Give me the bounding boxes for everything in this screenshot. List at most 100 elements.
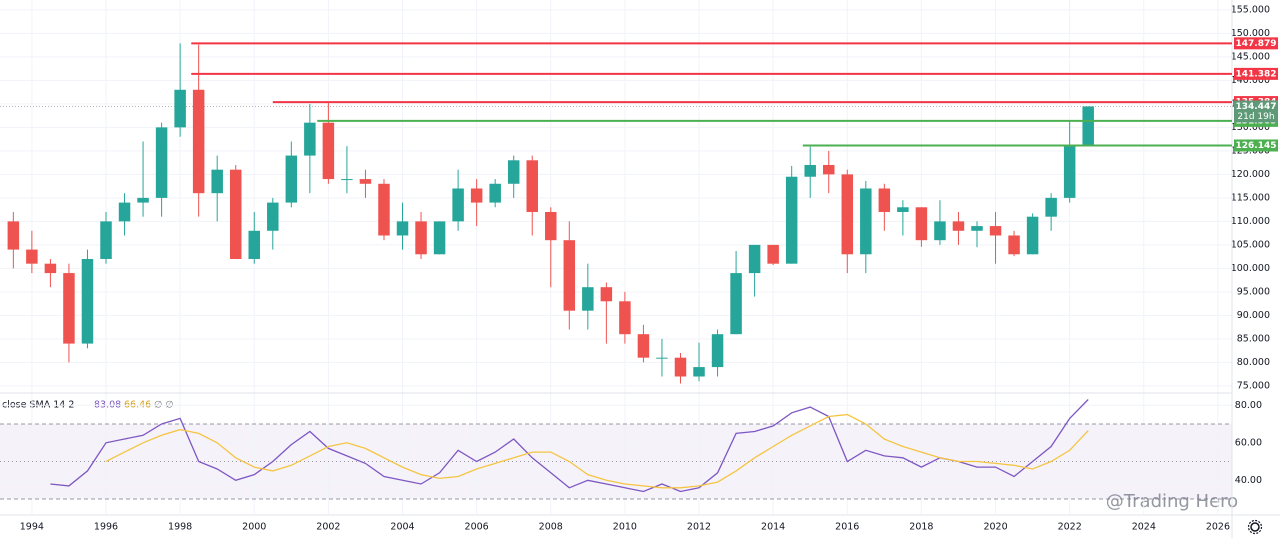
y-tick-label: 105.000 bbox=[1231, 239, 1270, 250]
candle-body bbox=[785, 176, 798, 264]
candle-body bbox=[915, 207, 928, 241]
candle-body bbox=[100, 221, 112, 259]
candle-body bbox=[730, 273, 742, 335]
candle-body bbox=[1045, 197, 1057, 217]
x-tick-label: 2018 bbox=[909, 522, 933, 533]
candle-body bbox=[44, 263, 57, 274]
candle-body bbox=[211, 169, 223, 194]
last-price-bg bbox=[1234, 100, 1278, 123]
y-tick-label: 80.00 bbox=[1235, 400, 1262, 411]
candle-body bbox=[823, 164, 835, 175]
level-label: 141.382 bbox=[1236, 69, 1277, 79]
x-tick-label: 2008 bbox=[539, 522, 563, 533]
y-tick-label: 140.000 bbox=[1231, 75, 1270, 86]
candle-body bbox=[63, 273, 75, 344]
x-tick-label: 2020 bbox=[983, 522, 1007, 533]
x-tick-label: 2014 bbox=[761, 522, 785, 533]
candle-body bbox=[489, 183, 501, 203]
level-label-bg bbox=[1234, 139, 1278, 152]
x-tick-label: 2016 bbox=[835, 522, 859, 533]
candle-body bbox=[229, 169, 242, 259]
candle-body bbox=[526, 160, 538, 212]
level-label-bg bbox=[1234, 67, 1278, 80]
x-tick-label: 2002 bbox=[316, 522, 340, 533]
y-tick-label: 85.000 bbox=[1237, 333, 1270, 344]
candle-body bbox=[934, 221, 946, 241]
y-tick-label: 110.000 bbox=[1231, 216, 1270, 227]
candle-body bbox=[804, 164, 816, 177]
candle-body bbox=[433, 221, 446, 255]
candle-body bbox=[452, 188, 464, 222]
candle-body bbox=[545, 211, 557, 241]
candle-body bbox=[415, 221, 427, 255]
candle-body bbox=[582, 287, 594, 311]
indicator-line bbox=[50, 399, 1089, 493]
candle-body bbox=[600, 287, 613, 302]
level-label: 147.879 bbox=[1236, 39, 1277, 49]
candle-body bbox=[748, 244, 761, 274]
candle-body bbox=[304, 122, 316, 156]
candle-body bbox=[118, 202, 131, 222]
x-tick-label: 1996 bbox=[94, 522, 118, 533]
y-tick-label: 90.000 bbox=[1237, 310, 1270, 321]
candle-body bbox=[637, 334, 650, 358]
candle-body bbox=[971, 226, 983, 231]
candle-body bbox=[470, 188, 483, 203]
level-label-bg bbox=[1234, 37, 1278, 50]
candle-body bbox=[26, 249, 38, 264]
y-tick-label: 115.000 bbox=[1231, 192, 1270, 203]
candle-body bbox=[267, 202, 279, 231]
candle-body bbox=[674, 357, 687, 377]
candle-body bbox=[507, 160, 520, 184]
y-tick-label: 60.00 bbox=[1235, 437, 1262, 448]
candle-body bbox=[81, 258, 94, 344]
candle-body bbox=[656, 357, 668, 359]
y-tick-label: 150.000 bbox=[1231, 28, 1270, 39]
candle-body bbox=[841, 174, 854, 255]
level-label: 126.145 bbox=[1236, 141, 1277, 151]
candle-body bbox=[693, 367, 705, 377]
y-tick-label: 145.000 bbox=[1231, 51, 1270, 62]
y-tick-label: 120.000 bbox=[1231, 169, 1270, 180]
y-tick-label: 155.000 bbox=[1231, 4, 1270, 15]
candle-body bbox=[378, 183, 390, 236]
x-tick-label: 2022 bbox=[1058, 522, 1082, 533]
candle-body bbox=[711, 334, 724, 368]
candle-body bbox=[1026, 216, 1039, 255]
settings-icon[interactable] bbox=[1247, 519, 1263, 535]
x-tick-label: 2000 bbox=[242, 522, 266, 533]
candle-body bbox=[341, 179, 353, 181]
y-tick-label: 80.000 bbox=[1237, 357, 1270, 368]
candle-body bbox=[396, 221, 409, 236]
candle-body bbox=[860, 188, 872, 255]
candle-body bbox=[878, 188, 891, 212]
candle-body bbox=[174, 89, 186, 128]
y-tick-label: 130.000 bbox=[1231, 122, 1270, 133]
candle-body bbox=[7, 221, 20, 250]
indicator-line bbox=[105, 413, 1089, 489]
y-tick-label: 100.000 bbox=[1231, 263, 1270, 274]
candle-body bbox=[155, 127, 168, 198]
candle-body bbox=[619, 301, 631, 335]
x-tick-label: 2010 bbox=[613, 522, 637, 533]
candle-body bbox=[563, 240, 576, 311]
x-tick-label: 1994 bbox=[20, 522, 44, 533]
watermark: @Trading Hero bbox=[1106, 491, 1238, 512]
candle-body bbox=[767, 244, 779, 264]
x-tick-label: 2012 bbox=[687, 522, 711, 533]
candle-body bbox=[192, 89, 205, 194]
x-tick-label: 2006 bbox=[465, 522, 489, 533]
candle-body bbox=[1008, 235, 1020, 255]
countdown-label: 21d 19h bbox=[1237, 112, 1274, 122]
y-tick-label: 40.00 bbox=[1235, 475, 1262, 486]
candle-body bbox=[897, 207, 909, 212]
candle-body bbox=[285, 155, 298, 203]
x-tick-label: 2024 bbox=[1132, 522, 1156, 533]
candle-body bbox=[1082, 106, 1094, 147]
x-tick-label: 1998 bbox=[168, 522, 192, 533]
candle-body bbox=[952, 221, 965, 231]
candle-body bbox=[359, 179, 372, 184]
last-price-label: 134.447 bbox=[1236, 102, 1277, 112]
candle-body bbox=[1063, 146, 1076, 198]
